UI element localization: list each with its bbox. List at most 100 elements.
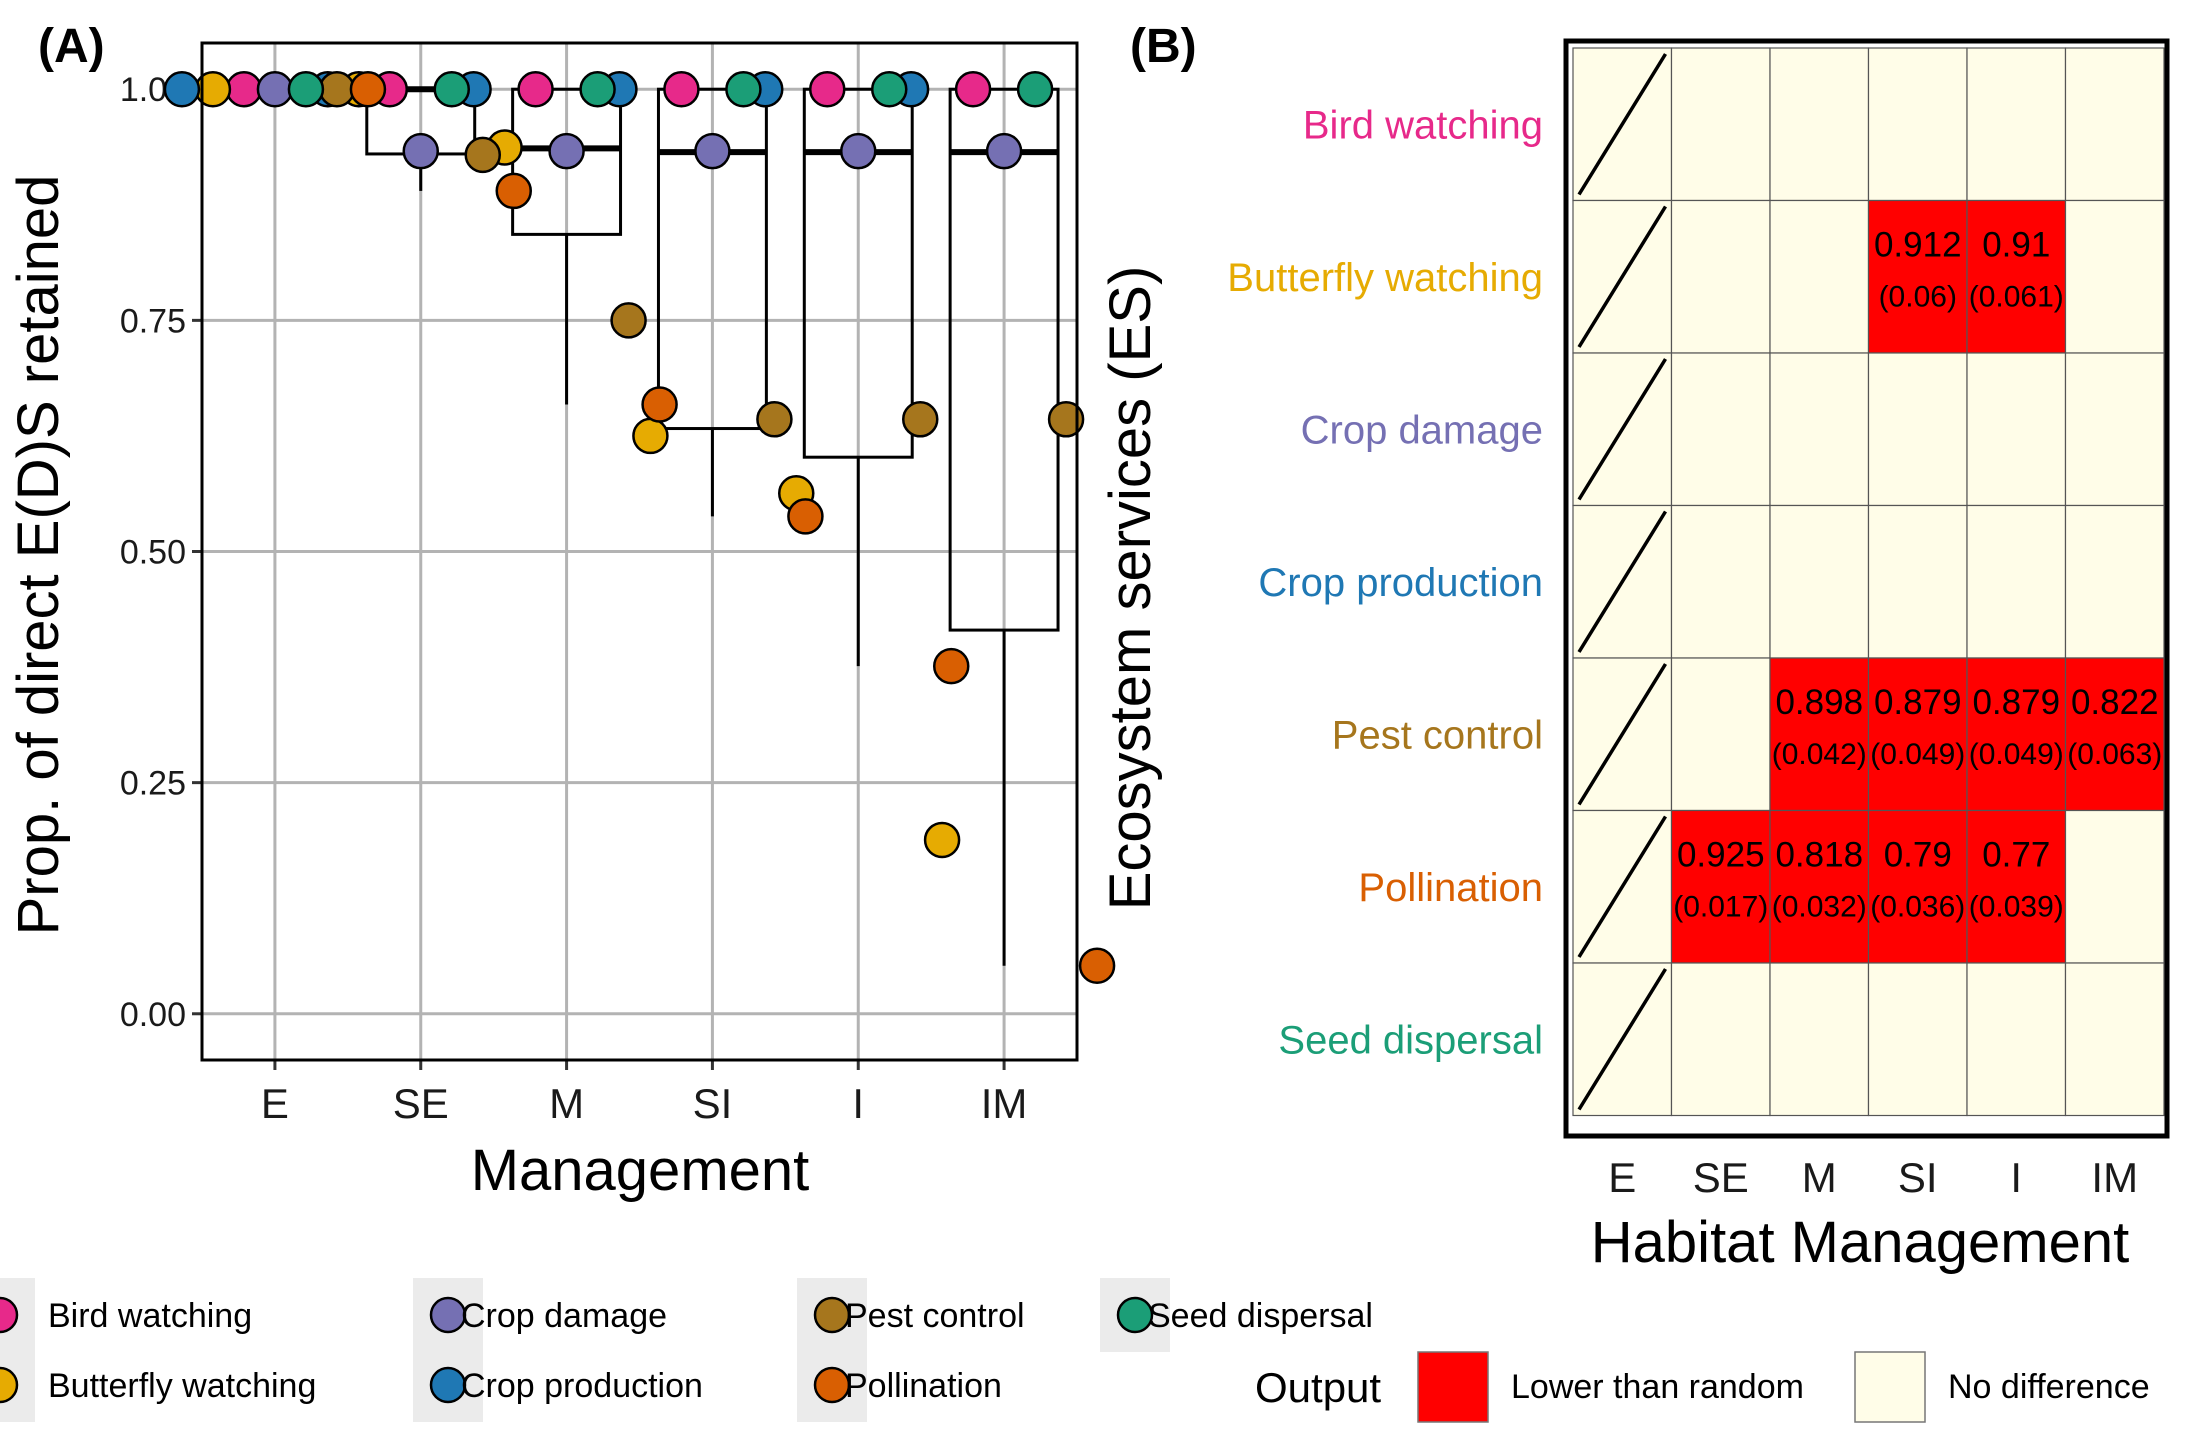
legend-key-crop-production	[431, 1368, 465, 1402]
point-seed-dispersal-e	[289, 72, 323, 106]
point-seed-dispersal-im	[1018, 72, 1052, 106]
point-crop-damage-i	[841, 134, 875, 168]
panel-b-tag: (B)	[1130, 20, 1197, 73]
legend-label-bird-watching: Bird watching	[48, 1297, 252, 1335]
x-tick-label-e: E	[261, 1080, 289, 1127]
cell-crop-production-si	[1869, 506, 1968, 659]
legend-key-pest-control	[815, 1298, 849, 1332]
panel-a-tag: (A)	[38, 20, 105, 73]
cell-pest-control-si	[1869, 658, 1968, 811]
panel-a-x-ticks: E SE M SI I IM	[261, 1060, 1028, 1127]
point-pollination-se	[497, 174, 531, 208]
point-seed-dispersal-i	[872, 72, 906, 106]
x-tick-label-se: SE	[393, 1080, 449, 1127]
panel-a-points	[165, 72, 1114, 982]
point-pest-control-m	[612, 303, 646, 337]
cell-butterfly-watching-im	[2066, 201, 2165, 354]
b-x-tick-label-im: IM	[2091, 1154, 2138, 1201]
point-pollination-im	[1080, 949, 1114, 983]
point-pest-control-e	[320, 72, 354, 106]
legend-label-crop-production: Crop production	[461, 1367, 703, 1405]
cell-value-butterfly-watching-i: 0.91	[1982, 226, 2050, 265]
x-tick-label-im: IM	[981, 1080, 1028, 1127]
cell-pest-control-im	[2066, 658, 2165, 811]
output-legend-title: Output	[1255, 1364, 1381, 1411]
legend-key-pollination	[815, 1368, 849, 1402]
point-bird-watching-m	[519, 72, 553, 106]
cell-pollination-se	[1672, 811, 1771, 964]
cell-se-pest-control-si: (0.049)	[1870, 738, 1965, 771]
point-pest-control-se	[466, 138, 500, 172]
x-tick-label-i: I	[852, 1080, 864, 1127]
es-label-bird-watching: Bird watching	[1303, 103, 1543, 147]
point-bird-watching-im	[956, 72, 990, 106]
panel-a: (A) 0.000.250.500.751.00 E SE M SI I IM Manag…	[6, 20, 1114, 1203]
cell-se-pest-control-im: (0.063)	[2067, 738, 2162, 771]
point-pollination-m	[643, 387, 677, 421]
output-legend-label-no-difference: No difference	[1948, 1368, 2150, 1406]
cell-pollination-m	[1770, 811, 1869, 964]
cell-value-pest-control-si: 0.879	[1874, 683, 1962, 722]
point-pest-control-si	[757, 402, 791, 436]
point-seed-dispersal-si	[726, 72, 760, 106]
point-crop-damage-si	[695, 134, 729, 168]
panel-a-gridlines	[202, 43, 1077, 1060]
legend-label-seed-dispersal: Seed dispersal	[1148, 1297, 1373, 1335]
cell-se-pest-control-i: (0.049)	[1969, 738, 2064, 771]
cell-crop-damage-se	[1672, 353, 1771, 506]
cell-crop-damage-i	[1967, 353, 2066, 506]
point-butterfly-watching-si	[633, 419, 667, 453]
cell-crop-production-im	[2066, 506, 2165, 659]
point-pollination-e	[351, 72, 385, 106]
es-label-crop-production: Crop production	[1258, 561, 1543, 605]
legend-key-crop-damage	[431, 1298, 465, 1332]
point-crop-damage-e	[258, 72, 292, 106]
b-x-tick-label-se: SE	[1693, 1154, 1749, 1201]
point-seed-dispersal-m	[581, 72, 615, 106]
panel-b-cells: 0.912(0.06)0.91(0.061)0.898(0.042)0.879(…	[1573, 48, 2164, 1116]
cell-bird-watching-i	[1967, 48, 2066, 201]
cell-se-butterfly-watching-i: (0.061)	[1969, 281, 2064, 314]
point-crop-damage-se	[404, 134, 438, 168]
legend-label-butterfly-watching: Butterfly watching	[48, 1367, 316, 1405]
cell-value-pollination-i: 0.77	[1982, 836, 2050, 875]
point-pest-control-i	[903, 402, 937, 436]
b-x-tick-label-e: E	[1608, 1154, 1636, 1201]
cell-se-pest-control-m: (0.042)	[1772, 738, 1867, 771]
cell-butterfly-watching-si	[1869, 201, 1968, 354]
panel-b-x-title: Habitat Management	[1591, 1210, 2129, 1275]
series-legend: Bird watchingButterfly watchingCrop dama…	[0, 1278, 1373, 1422]
legend-label-pollination: Pollination	[845, 1367, 1002, 1405]
cell-bird-watching-se	[1672, 48, 1771, 201]
es-label-butterfly-watching: Butterfly watching	[1227, 256, 1543, 300]
point-crop-damage-im	[987, 134, 1021, 168]
cell-seed-dispersal-se	[1672, 963, 1771, 1116]
es-label-pollination: Pollination	[1358, 866, 1543, 910]
cell-se-butterfly-watching-si: (0.06)	[1879, 281, 1957, 314]
cell-crop-damage-im	[2066, 353, 2165, 506]
cell-bird-watching-si	[1869, 48, 1968, 201]
legend-key-seed-dispersal	[1118, 1298, 1152, 1332]
b-x-tick-label-si: SI	[1898, 1154, 1938, 1201]
legend-label-pest-control: Pest control	[845, 1297, 1025, 1335]
point-seed-dispersal-se	[435, 72, 469, 106]
cell-value-pollination-m: 0.818	[1775, 836, 1863, 875]
output-legend-key-no-difference	[1855, 1352, 1925, 1422]
cell-crop-production-se	[1672, 506, 1771, 659]
es-label-crop-damage: Crop damage	[1301, 408, 1543, 452]
output-legend-label-lower-than-random: Lower than random	[1511, 1368, 1804, 1406]
cell-value-pollination-se: 0.925	[1677, 836, 1765, 875]
y-tick-label-2: 0.50	[120, 534, 186, 572]
cell-value-butterfly-watching-si: 0.912	[1874, 226, 1962, 265]
point-bird-watching-e	[227, 72, 261, 106]
cell-butterfly-watching-se	[1672, 201, 1771, 354]
cell-bird-watching-im	[2066, 48, 2165, 201]
y-tick-label-1: 0.25	[120, 765, 186, 803]
cell-value-pollination-si: 0.79	[1884, 836, 1952, 875]
cell-pest-control-se	[1672, 658, 1771, 811]
cell-crop-damage-m	[1770, 353, 1869, 506]
cell-pollination-i	[1967, 811, 2066, 964]
cell-crop-damage-si	[1869, 353, 1968, 506]
panel-a-y-ticks: 0.000.250.500.751.00	[120, 71, 202, 1034]
